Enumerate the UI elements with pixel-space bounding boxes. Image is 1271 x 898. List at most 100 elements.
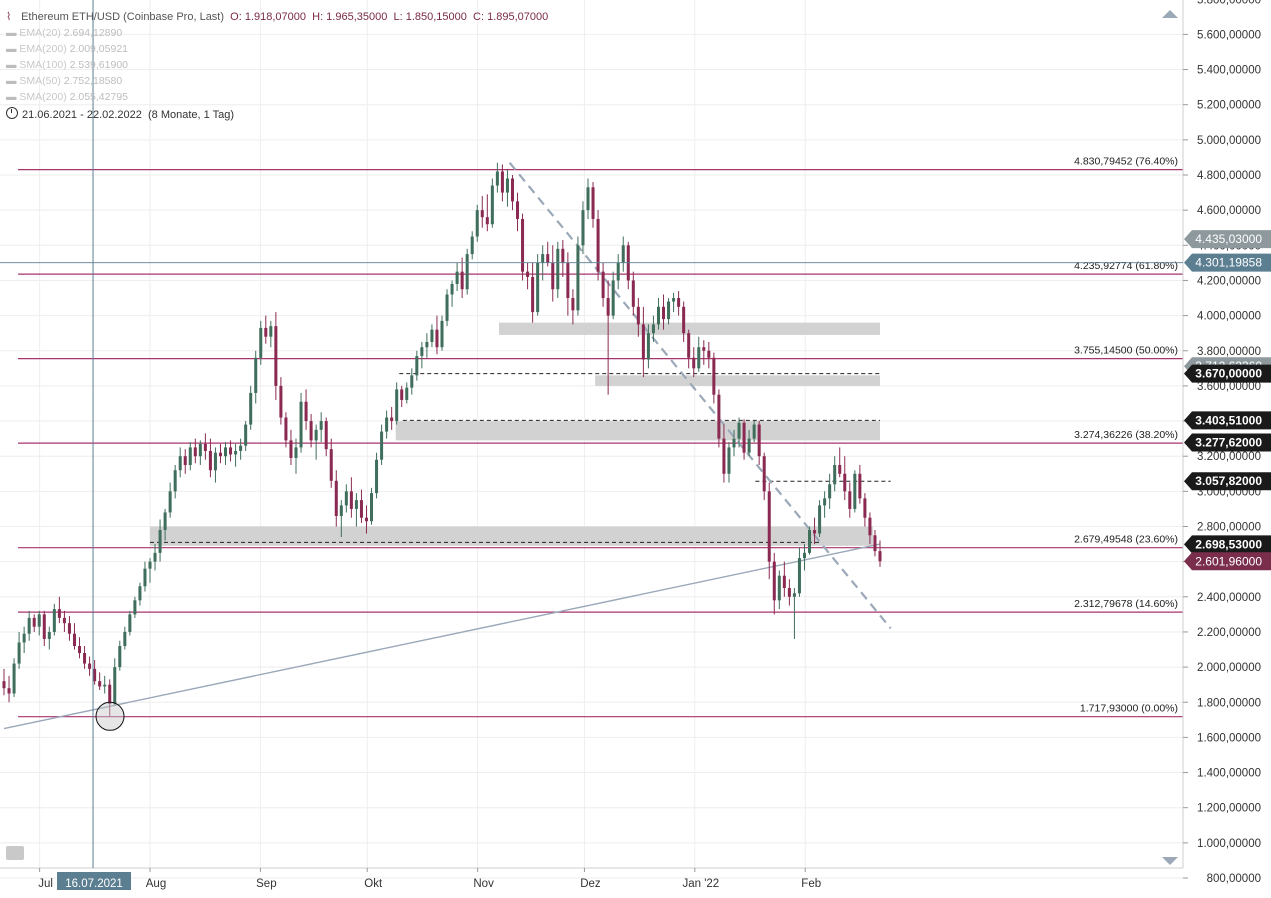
candle-body (531, 276, 535, 313)
fib-level-label: 4.235,92774 (61.80%) (1074, 260, 1178, 272)
candle-body (133, 600, 137, 615)
candle-body (667, 301, 671, 320)
candle-body (289, 440, 293, 458)
candle-body (88, 663, 92, 669)
candle-body (828, 484, 832, 499)
scroll-up-icon (1162, 10, 1178, 18)
candle-body (536, 262, 540, 313)
price-tag (1184, 535, 1271, 554)
candle-body (591, 187, 595, 219)
candle-body (823, 498, 827, 506)
collapse-button[interactable] (6, 846, 24, 860)
candle-body (682, 306, 686, 334)
candle-body (370, 493, 374, 522)
candle-body (395, 389, 399, 422)
candle-body (566, 262, 570, 299)
candle-body (208, 450, 212, 471)
price-tick-label: 5.400,00000 (1197, 65, 1261, 77)
candle-body (314, 429, 318, 441)
candle-body (450, 283, 454, 295)
indicator-row[interactable]: ▬ SMA(200) 2.055,42795 (6, 89, 548, 105)
indicator-row[interactable]: ▬ EMA(200) 2.009,05921 (6, 41, 548, 57)
indicator-name: SMA(200) (19, 91, 67, 103)
candle-body (561, 248, 565, 263)
candle-body (52, 609, 56, 632)
candle-body (656, 306, 660, 325)
price-tick-label: 4.800,00000 (1197, 170, 1261, 182)
indicator-row[interactable]: ▬ EMA(20) 2.694,12890 (6, 25, 548, 41)
candle-body (72, 633, 76, 647)
price-tick-label: 2.400,00000 (1197, 592, 1261, 604)
chart-type-icon[interactable]: ⌇ (6, 11, 12, 23)
candle-body (198, 443, 202, 457)
time-tick-label: Feb (801, 878, 821, 890)
indicator-value: 2.539,61900 (69, 59, 129, 71)
candle-body (838, 464, 842, 474)
price-tick-label: 1.200,00000 (1197, 803, 1261, 815)
candle-body (722, 438, 726, 474)
price-zone (150, 526, 873, 546)
price-tag-label: 3.670,00000 (1195, 367, 1262, 381)
candle-body (631, 280, 635, 307)
candle-body (556, 248, 560, 290)
candle-body (858, 473, 862, 499)
candle-body (752, 424, 756, 439)
price-tag (1184, 230, 1271, 249)
date-range-detail: (8 Monate, 1 Tag) (148, 109, 235, 121)
price-tick-label: 5.000,00000 (1197, 135, 1261, 147)
candle-body (319, 421, 323, 430)
price-tick-label: 1.400,00000 (1197, 768, 1261, 780)
candle-body (375, 459, 379, 494)
candle-body (546, 254, 550, 263)
price-tag-label: 4.301,19858 (1195, 256, 1262, 270)
candle-body (606, 298, 610, 316)
candle-body (430, 329, 434, 342)
fib-level-label: 2.312,79678 (14.60%) (1074, 598, 1178, 610)
candle-body (435, 329, 439, 348)
price-tick-label: 1.000,00000 (1197, 838, 1261, 850)
candle-body (2, 681, 6, 689)
date-range[interactable]: 21.06.2021 - 22.02.2022 (8 Monate, 1 Tag… (6, 107, 548, 123)
candle-body (359, 500, 363, 518)
candle-body (284, 417, 288, 441)
price-tick-label: 1.800,00000 (1197, 697, 1261, 709)
candle-body (636, 306, 640, 325)
candle-body (218, 452, 222, 457)
candle-body (772, 561, 776, 601)
candle-body (47, 631, 51, 639)
price-tick-label: 5.200,00000 (1197, 100, 1261, 112)
candle-body (611, 280, 615, 316)
candle-body (254, 357, 258, 393)
candle-body (596, 218, 600, 272)
candle-body (249, 392, 253, 425)
candle-body (802, 552, 806, 559)
candle-body (224, 447, 228, 457)
candle-body (22, 633, 26, 643)
price-zone (395, 421, 880, 441)
candle-body (601, 271, 605, 299)
indicator-row[interactable]: ▬ SMA(100) 2.539,61900 (6, 57, 548, 73)
candle-body (485, 217, 489, 225)
candle-body (163, 512, 167, 531)
price-tag-label: 3.057,82000 (1195, 474, 1262, 488)
candle-body (380, 431, 384, 460)
candle-body (334, 480, 338, 516)
candle-body (354, 500, 358, 509)
grid (0, 0, 1183, 879)
indicator-icon: ▬ (6, 59, 17, 71)
candle-body (737, 422, 741, 439)
candle-body (113, 667, 117, 705)
candle-body (777, 575, 781, 601)
indicator-row[interactable]: ▬ SMA(50) 2.752,18580 (6, 73, 548, 89)
time-tick-label: Okt (364, 878, 383, 890)
candle-body (541, 254, 545, 263)
fib-level-label: 2.679,49548 (23.60%) (1074, 534, 1178, 546)
candle-body (576, 245, 580, 311)
price-zone (498, 322, 880, 335)
candle-body (279, 385, 283, 418)
candle-body (747, 438, 751, 453)
dashed-levels (150, 373, 891, 543)
price-tag (1184, 472, 1271, 491)
candle-body (651, 324, 655, 334)
